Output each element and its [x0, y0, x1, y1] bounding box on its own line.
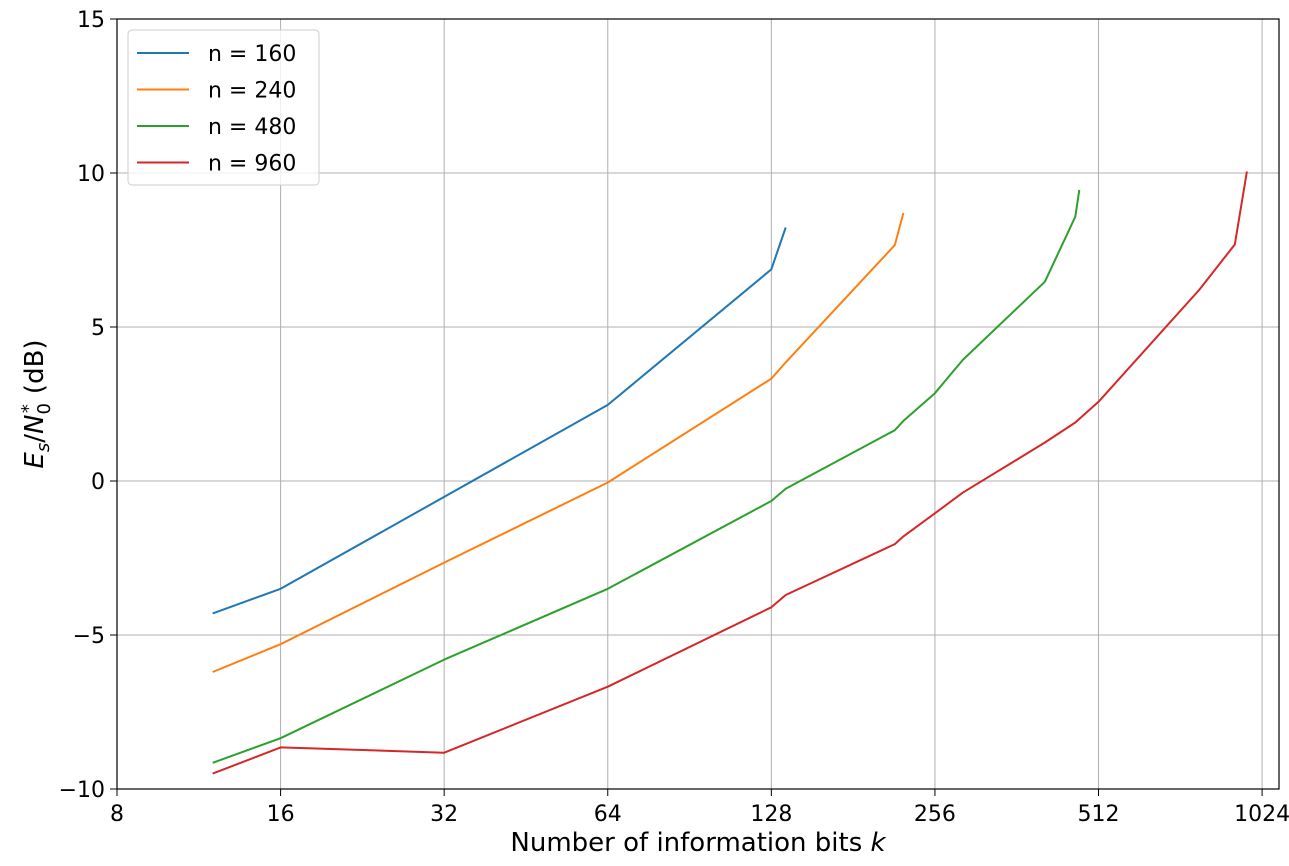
y-label-slash: / [20, 434, 50, 443]
x-tick-label: 64 [594, 802, 622, 827]
series-line [212, 212, 905, 673]
series-line [212, 189, 1081, 764]
y-axis-label: Es/N0* (dB) [18, 339, 55, 468]
legend-box [127, 29, 320, 186]
y-label-E: E [20, 452, 50, 469]
y-tick-label: −5 [73, 624, 105, 649]
y-tick-label: 10 [77, 162, 105, 187]
x-tick-label: 1024 [1234, 802, 1289, 827]
series-lines [212, 171, 1248, 775]
x-tick-label: 16 [267, 802, 295, 827]
y-label-sub-0: 0 [34, 403, 55, 414]
x-axis-label: Number of information bits k [510, 828, 886, 858]
y-label-sub-s: s [33, 443, 54, 452]
series-line [212, 171, 1248, 775]
x-tick-label: 512 [1078, 802, 1120, 827]
y-tick-label: 0 [91, 470, 105, 495]
x-tick-label: 8 [110, 802, 124, 827]
plot-frame [116, 18, 1280, 790]
x-tick-label: 32 [430, 802, 458, 827]
y-label-N: N [20, 415, 50, 434]
axis-ticks: 8 16 32 64 128 256 512 1024 −10 −5 0 5 10 15 [59, 8, 1289, 827]
y-tick-label: 15 [77, 8, 105, 33]
x-axis-label-var: k [871, 828, 887, 858]
y-label-unit: (dB) [20, 339, 50, 394]
x-tick-label: 128 [750, 802, 792, 827]
y-tick-label: −10 [59, 778, 105, 803]
x-tick-label: 256 [914, 802, 956, 827]
legend: n = 160 n = 240 n = 480 n = 960 [127, 29, 320, 186]
legend-label: n = 240 [208, 79, 296, 104]
legend-label: n = 160 [208, 42, 296, 67]
legend-label: n = 480 [208, 115, 296, 140]
y-tick-label: 5 [91, 316, 105, 341]
x-axis-label-text: Number of information bits [510, 828, 862, 858]
series-line [212, 227, 787, 615]
y-label-sup: * [18, 404, 39, 413]
legend-label: n = 960 [208, 152, 296, 177]
